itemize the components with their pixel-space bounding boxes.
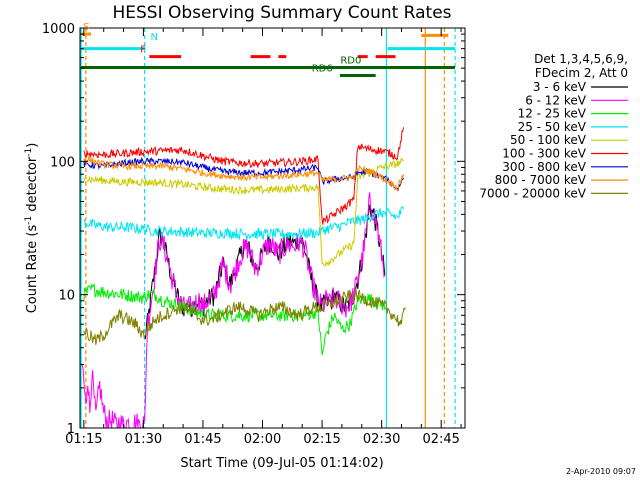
y-tick-label-1: 10 (58, 289, 75, 304)
legend-header-line-2: FDecim 2, Att 0 (535, 66, 628, 80)
timestamp: 2-Apr-2010 09:07 (566, 467, 636, 476)
y-tick-label-2: 100 (50, 155, 75, 170)
chart-title: HESSI Observing Summary Count Rates (112, 3, 451, 23)
legend-label-3: 25 - 50 keV (518, 120, 587, 134)
series-line-7 (83, 155, 404, 192)
y-axis: 1 10 100 1000 (42, 22, 465, 437)
y-axis-label-sup: -1 (24, 216, 34, 225)
plot-frame (79, 27, 466, 429)
y-tick-label-0: 1 (67, 422, 75, 437)
x-tick-label-2: 01:45 (184, 432, 221, 447)
y-axis-label: Count Rate (s-1 detector-1) (24, 143, 40, 314)
legend-label-5: 100 - 300 keV (502, 147, 586, 161)
y-axis-label-main: Count Rate (s (25, 225, 40, 314)
x-tick-label-3: 02:00 (244, 432, 281, 447)
legend-label-2: 12 - 25 keV (518, 107, 587, 121)
flag-label-6: RD6 (312, 64, 333, 75)
series-line-1 (81, 192, 386, 428)
y-axis-label-end: ) (25, 143, 40, 148)
y-axis-label-rest: detector (25, 156, 40, 216)
x-tick-label-1: 01:30 (125, 432, 162, 447)
series-line-2 (83, 282, 387, 356)
flag-label-3: F (140, 45, 146, 56)
x-tick-label-6: 02:45 (422, 432, 459, 447)
y-axis-label-sup2: -1 (24, 148, 34, 157)
x-axis-label: Start Time (09-Jul-05 01:14:02) (180, 456, 383, 471)
x-tick-label-0: 01:15 (65, 432, 102, 447)
y-tick-label-3: 1000 (42, 22, 75, 37)
series-line-8 (83, 288, 406, 346)
x-tick-label-5: 02:30 (363, 432, 400, 447)
legend-label-4: 50 - 100 keV (510, 133, 587, 147)
series-line-3 (83, 205, 404, 241)
series-line-5 (83, 127, 404, 225)
legend-header-line-1: Det 1,3,4,5,6,9, (534, 52, 628, 66)
flag-label-0: S (83, 22, 89, 33)
series-line-4 (83, 156, 404, 267)
flag-label-2: N (151, 32, 158, 43)
legend-label-0: 3 - 6 keV (533, 80, 587, 94)
x-tick-label-4: 02:15 (303, 432, 340, 447)
legend-label-7: 800 - 7000 keV (495, 173, 587, 187)
flag-label-5: RD0 (340, 56, 361, 67)
plot-area (80, 28, 456, 428)
legend-label-8: 7000 - 20000 keV (479, 186, 586, 200)
x-axis: 01:15 01:30 01:45 02:00 02:15 02:30 02:45 (65, 28, 462, 447)
legend-label-6: 300 - 800 keV (502, 160, 586, 174)
legend-label-1: 6 - 12 keV (525, 93, 587, 107)
